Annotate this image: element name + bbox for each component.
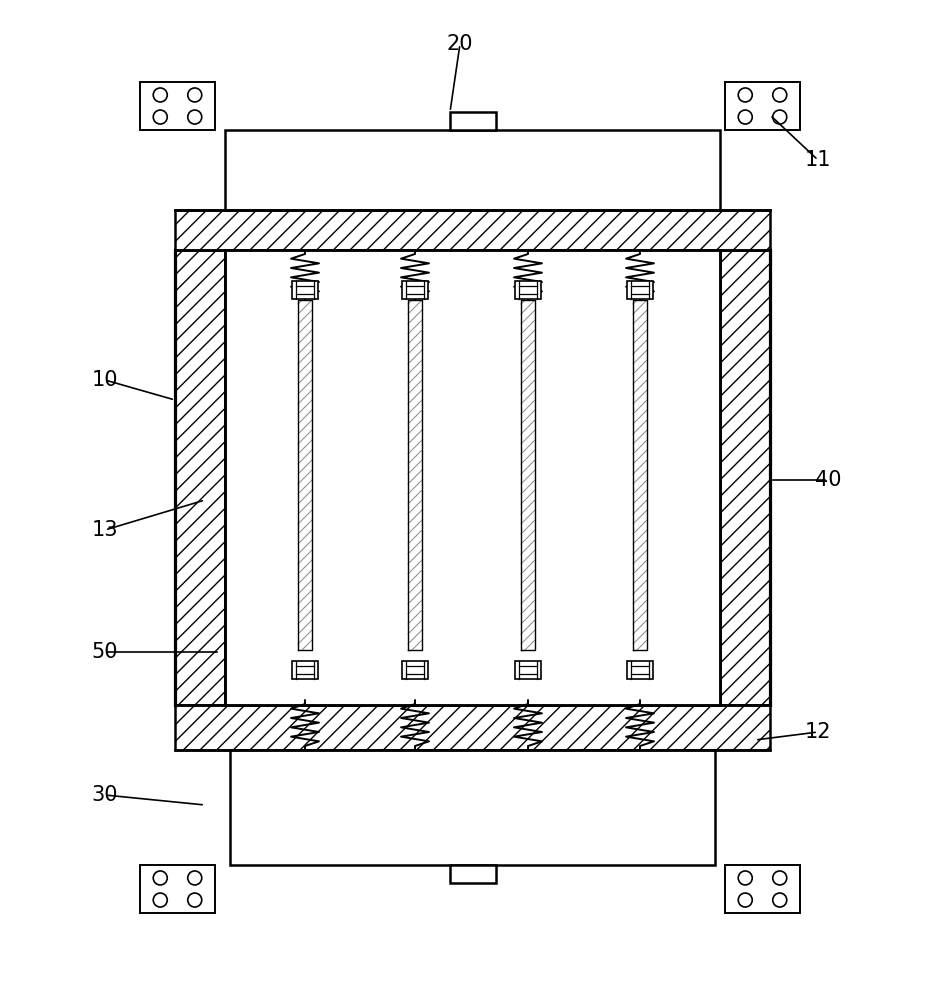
Text: 13: 13 — [92, 520, 118, 540]
Text: 11: 11 — [805, 150, 831, 170]
Circle shape — [153, 88, 167, 102]
Bar — [449, 112, 495, 130]
Text: 12: 12 — [805, 722, 831, 742]
Bar — [521, 300, 535, 650]
Circle shape — [773, 110, 787, 124]
Circle shape — [738, 88, 752, 102]
Text: 40: 40 — [815, 470, 841, 490]
Bar — [627, 281, 653, 299]
Bar — [230, 750, 715, 865]
Circle shape — [188, 871, 202, 885]
Circle shape — [738, 110, 752, 124]
Bar — [175, 705, 770, 750]
Circle shape — [153, 871, 167, 885]
Bar — [402, 661, 428, 679]
Bar — [292, 281, 318, 299]
Bar — [225, 250, 720, 705]
Bar — [140, 82, 215, 130]
Bar — [515, 281, 541, 299]
Bar — [633, 300, 647, 650]
Text: 50: 50 — [92, 642, 118, 662]
Circle shape — [188, 893, 202, 907]
Bar — [408, 300, 422, 650]
Bar — [720, 250, 770, 705]
Circle shape — [773, 88, 787, 102]
Circle shape — [738, 893, 752, 907]
Circle shape — [188, 110, 202, 124]
Bar — [725, 82, 800, 130]
Text: 10: 10 — [92, 370, 118, 390]
Bar — [225, 130, 720, 210]
Bar — [515, 661, 541, 679]
Bar — [140, 865, 215, 913]
Circle shape — [773, 893, 787, 907]
Circle shape — [738, 871, 752, 885]
Bar — [725, 865, 800, 913]
Bar — [175, 250, 225, 705]
Circle shape — [773, 871, 787, 885]
Text: 30: 30 — [92, 785, 118, 805]
Bar — [627, 661, 653, 679]
Circle shape — [153, 893, 167, 907]
Circle shape — [153, 110, 167, 124]
Bar — [292, 661, 318, 679]
Circle shape — [188, 88, 202, 102]
Bar — [402, 281, 428, 299]
Bar — [298, 300, 312, 650]
Bar — [175, 210, 770, 250]
Bar — [449, 865, 495, 883]
Text: 20: 20 — [446, 34, 473, 54]
